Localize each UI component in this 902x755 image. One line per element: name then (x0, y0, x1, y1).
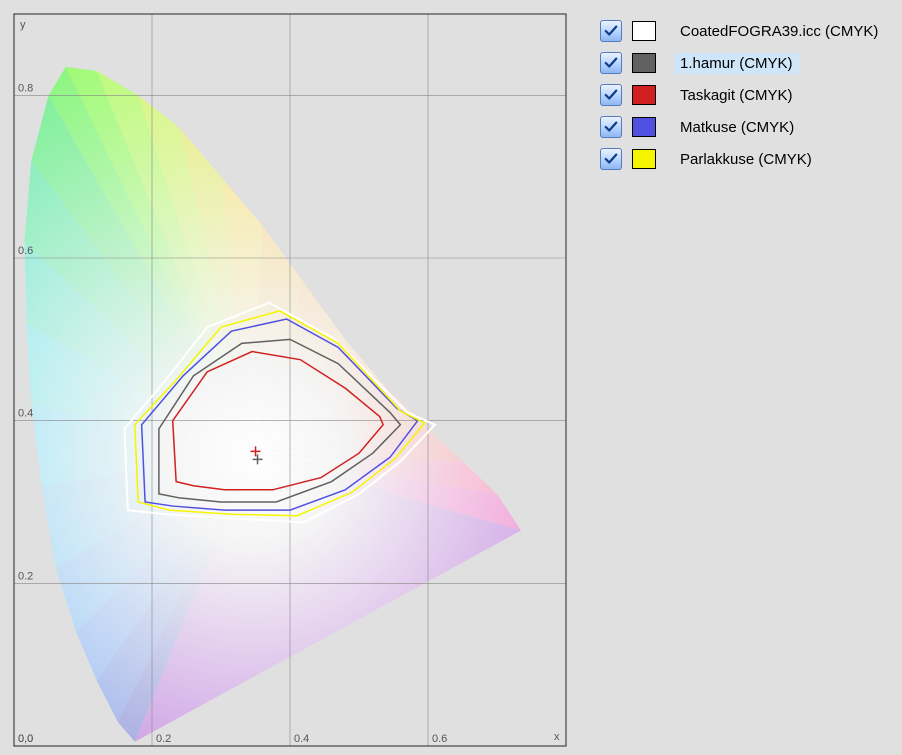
legend-row-4[interactable]: Parlakkuse (CMYK) (600, 143, 884, 175)
svg-text:0.2: 0.2 (18, 570, 33, 582)
svg-text:0.4: 0.4 (18, 408, 33, 420)
svg-text:0,0: 0,0 (18, 733, 33, 745)
visibility-checkbox[interactable] (600, 116, 622, 138)
legend-row-3[interactable]: Matkuse (CMYK) (600, 111, 884, 143)
legend-label[interactable]: CoatedFOGRA39.icc (CMYK) (674, 21, 884, 42)
legend-label[interactable]: Taskagit (CMYK) (674, 85, 799, 106)
color-swatch (632, 149, 656, 169)
color-swatch (632, 85, 656, 105)
chart-svg: 0.20.40.60.00.20.40.60.8yx0,0 (10, 10, 570, 750)
color-swatch (632, 117, 656, 137)
visibility-checkbox[interactable] (600, 52, 622, 74)
color-swatch (632, 53, 656, 73)
visibility-checkbox[interactable] (600, 84, 622, 106)
visibility-checkbox[interactable] (600, 148, 622, 170)
svg-text:0.8: 0.8 (18, 82, 33, 94)
profile-legend: CoatedFOGRA39.icc (CMYK) 1.hamur (CMYK) Ta… (600, 15, 884, 175)
chromaticity-chart: 0.20.40.60.00.20.40.60.8yx0,0 (10, 10, 570, 755)
legend-row-1[interactable]: 1.hamur (CMYK) (600, 47, 884, 79)
legend-label[interactable]: Matkuse (CMYK) (674, 117, 800, 138)
svg-text:0.6: 0.6 (18, 245, 33, 257)
legend-row-0[interactable]: CoatedFOGRA39.icc (CMYK) (600, 15, 884, 47)
svg-text:0.6: 0.6 (432, 733, 447, 745)
legend-label[interactable]: 1.hamur (CMYK) (674, 53, 799, 74)
legend-label[interactable]: Parlakkuse (CMYK) (674, 149, 818, 170)
svg-text:0.2: 0.2 (156, 733, 171, 745)
visibility-checkbox[interactable] (600, 20, 622, 42)
svg-text:0.4: 0.4 (294, 733, 309, 745)
svg-text:x: x (554, 731, 560, 743)
legend-row-2[interactable]: Taskagit (CMYK) (600, 79, 884, 111)
color-swatch (632, 21, 656, 41)
svg-text:y: y (20, 19, 26, 31)
